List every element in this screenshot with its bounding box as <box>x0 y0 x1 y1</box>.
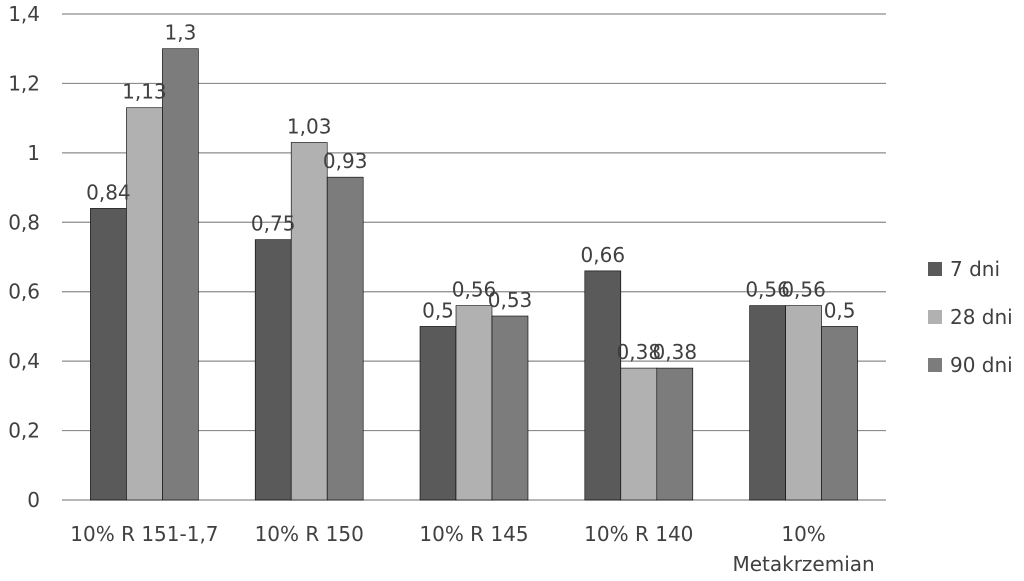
y-tick-label: 0,6 <box>8 280 40 304</box>
legend-label: 90 dni <box>950 353 1013 377</box>
data-label: 1,13 <box>122 80 167 104</box>
y-axis-tick-labels: 0 0,2 0,4 0,6 0,8 1 1,2 1,4 <box>8 2 40 512</box>
legend-swatch <box>928 358 942 372</box>
x-category-label: 10% <box>781 522 825 546</box>
y-tick-label: 0,4 <box>8 349 40 373</box>
x-category-label: 10% R 140 <box>584 522 693 546</box>
x-category-label: 10% R 150 <box>255 522 364 546</box>
y-tick-label: 0 <box>27 488 40 512</box>
data-label: 0,93 <box>323 149 368 173</box>
legend: 7 dni 28 dni 90 dni <box>928 257 1013 377</box>
data-label: 1,03 <box>287 114 332 138</box>
data-label: 0,84 <box>86 180 131 204</box>
data-label: 0,38 <box>617 340 662 364</box>
x-axis-category-labels: 10% R 151-1,7 10% R 150 10% R 145 10% R 140… <box>70 522 874 576</box>
bar-28-dni <box>126 107 163 501</box>
data-labels: 0,841,131,30,751,030,930,50,560,530,660,… <box>86 21 855 364</box>
x-category-label: 10% R 151-1,7 <box>70 522 218 546</box>
data-label: 0,53 <box>488 288 533 312</box>
bar-28-dni <box>620 367 658 501</box>
data-label: 0,56 <box>745 278 790 302</box>
bar-28-dni <box>455 305 493 501</box>
legend-swatch <box>928 262 942 276</box>
bar-7-dni <box>419 326 457 501</box>
data-label: 0,66 <box>581 243 626 267</box>
legend-label: 7 dni <box>950 257 1000 281</box>
bar-90-dni <box>821 326 858 501</box>
y-tick-label: 0,8 <box>8 210 40 234</box>
data-label: 0,75 <box>251 212 296 236</box>
bar-7-dni <box>749 305 786 501</box>
data-label: 0,56 <box>781 278 826 302</box>
bars <box>90 48 858 501</box>
y-tick-label: 0,2 <box>8 419 40 443</box>
y-tick-label: 1,2 <box>8 71 40 95</box>
bar-90-dni <box>656 367 694 501</box>
data-label: 1,3 <box>164 21 196 45</box>
bar-90-dni <box>162 48 199 501</box>
legend-swatch <box>928 310 942 324</box>
bar-7-dni <box>90 208 127 501</box>
bar-28-dni <box>290 142 328 501</box>
data-label: 0,38 <box>653 340 698 364</box>
x-category-label: Metakrzemian <box>732 552 874 576</box>
bar-7-dni <box>584 270 622 501</box>
data-label: 0,56 <box>452 278 497 302</box>
bar-7-dni <box>254 239 292 501</box>
y-tick-label: 1,4 <box>8 2 40 26</box>
y-tick-label: 1 <box>27 141 40 165</box>
legend-label: 28 dni <box>950 305 1013 329</box>
bar-90-dni <box>491 315 529 501</box>
x-category-label: 10% R 145 <box>419 522 528 546</box>
data-label: 0,5 <box>824 298 856 322</box>
bar-28-dni <box>785 305 822 501</box>
data-label: 0,5 <box>422 298 454 322</box>
bar-90-dni <box>326 176 364 501</box>
